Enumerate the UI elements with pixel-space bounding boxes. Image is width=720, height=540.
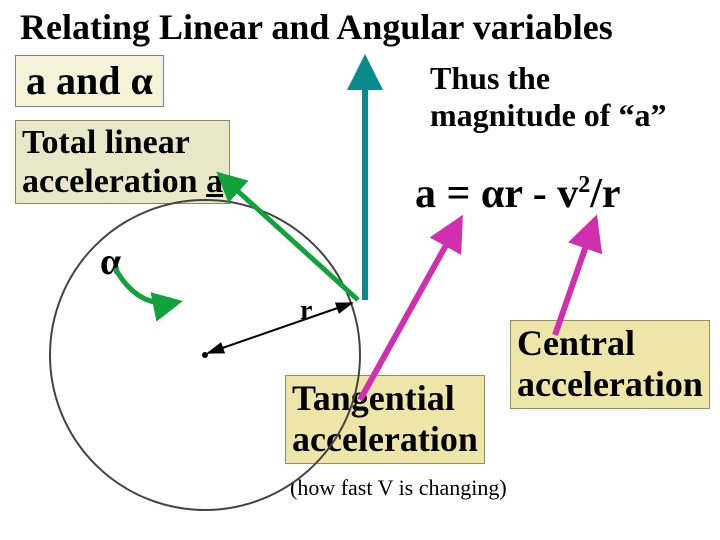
page-title: Relating Linear and Angular variables: [20, 6, 613, 48]
how-fast-text: (how fast V is changing): [290, 475, 507, 501]
r-label: r: [300, 295, 312, 327]
central-box: Central acceleration: [510, 320, 710, 409]
total-linear-text: Total linear acceleration: [22, 124, 206, 200]
tangential-box: Tangential acceleration: [285, 375, 485, 464]
thus-text: Thus the magnitude of “a”: [430, 60, 666, 134]
total-linear-box: Total linear acceleration a: [15, 120, 230, 204]
formula-prefix: a = αr - v: [415, 171, 578, 217]
alpha-label: α: [100, 240, 121, 284]
formula-suffix: /r: [590, 171, 620, 217]
formula-sup: 2: [578, 172, 590, 198]
formula: a = αr - v2/r: [415, 170, 621, 218]
a-and-alpha-box: a and α: [15, 55, 164, 107]
total-linear-a: a: [206, 163, 223, 200]
